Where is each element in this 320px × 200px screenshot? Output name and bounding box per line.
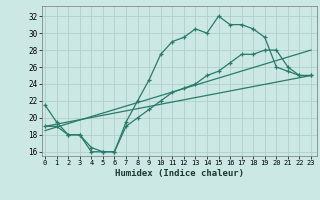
X-axis label: Humidex (Indice chaleur): Humidex (Indice chaleur) [115, 169, 244, 178]
